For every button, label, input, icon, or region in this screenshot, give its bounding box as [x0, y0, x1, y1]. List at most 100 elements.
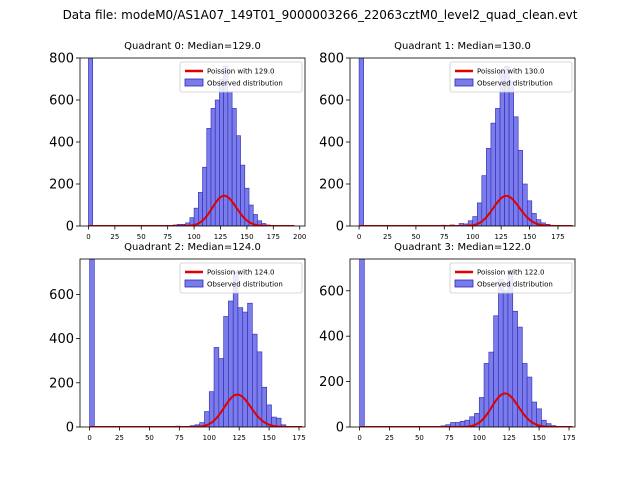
y-tick-label: 600 — [319, 94, 344, 109]
legend-bar-label: Observed distribution — [477, 80, 553, 88]
y-tick-label: 200 — [319, 375, 344, 390]
quadrant-title: Quadrant 0: Median=129.0 — [124, 41, 261, 52]
x-tick-label: 125 — [502, 434, 515, 442]
quadrant-title: Quadrant 2: Median=124.0 — [124, 242, 261, 253]
x-tick-label: 75 — [163, 233, 172, 241]
histogram-bar — [359, 259, 365, 427]
histogram-bar — [517, 150, 524, 226]
histogram-bar — [513, 116, 519, 226]
legend-line-label: Poission with 130.0 — [477, 68, 545, 76]
x-tick-label: 175 — [562, 434, 575, 442]
poisson-curve-line — [88, 194, 295, 226]
histogram-bar — [502, 290, 509, 427]
x-tick-label: 200 — [293, 233, 306, 241]
x-tick-label: 175 — [292, 434, 305, 442]
y-tick-label: 400 — [319, 330, 344, 345]
histogram-bar — [88, 58, 93, 226]
histogram-bar — [512, 310, 518, 427]
quadrant-1-panel: Quadrant 1: Median=130.0 0 200 400 600 800 0 25… — [319, 41, 576, 241]
histogram-bar — [526, 200, 533, 226]
x-tick-label: 25 — [110, 233, 119, 241]
x-tick-label: 50 — [411, 233, 420, 241]
legend-bar-swatch — [184, 78, 204, 87]
x-tick-label: 25 — [383, 233, 392, 241]
y-tick-label: 0 — [336, 421, 344, 436]
legend-bar-swatch — [184, 279, 204, 288]
quadrant-title: Quadrant 1: Median=130.0 — [394, 41, 531, 52]
legend-bar-swatch — [454, 78, 474, 87]
x-tick-label: 25 — [385, 434, 394, 442]
legend: Poission with 124.0 Observed distribution — [179, 262, 303, 294]
histogram-bar — [507, 270, 514, 427]
axes-frame — [349, 258, 576, 428]
quadrant-title: Quadrant 3: Median=122.0 — [394, 242, 531, 253]
histogram-bar — [358, 58, 364, 226]
y-tick-label: 200 — [319, 178, 344, 193]
x-tick-label: 150 — [523, 233, 536, 241]
legend-box — [449, 61, 573, 93]
y-tick-label: 0 — [66, 220, 74, 235]
x-tick-label: 150 — [262, 434, 275, 442]
histogram-bar — [228, 300, 234, 427]
histogram-bar — [227, 91, 233, 226]
y-tick-label: 600 — [49, 288, 74, 303]
histogram-bar — [508, 80, 514, 226]
y-tick-label: 200 — [49, 376, 74, 391]
x-tick-label: 75 — [175, 434, 184, 442]
y-tick-label: 800 — [319, 52, 344, 67]
legend: Poission with 122.0 Observed distribution — [449, 262, 573, 294]
x-tick-label: 75 — [440, 233, 449, 241]
x-tick-label: 50 — [415, 434, 424, 442]
y-tick-label: 400 — [49, 136, 74, 151]
y-tick-label: 600 — [319, 284, 344, 299]
x-tick-label: 125 — [494, 233, 507, 241]
histogram-bar — [89, 259, 95, 427]
histogram-bar — [232, 271, 239, 427]
quadrant-0-panel: Quadrant 0: Median=129.0 0 200 400 600 800 0 25… — [49, 41, 306, 241]
y-tick-label: 0 — [336, 220, 344, 235]
x-tick-label: 100 — [466, 233, 479, 241]
legend-bar-swatch — [454, 279, 474, 288]
y-tick-label: 200 — [49, 178, 74, 193]
legend-box — [179, 61, 303, 93]
histogram-bar — [499, 70, 505, 226]
y-tick-label: 400 — [319, 136, 344, 151]
histogram-bar — [493, 315, 499, 427]
legend-box — [449, 262, 573, 294]
legend: Poission with 130.0 Observed distribution — [449, 61, 573, 93]
quadrant-2-panel: Quadrant 2: Median=124.0 0 200 400 600 0 25 50 7… — [49, 242, 306, 442]
x-tick-label: 100 — [187, 233, 200, 241]
histogram-bar — [223, 316, 229, 427]
axes-frame — [79, 258, 306, 428]
x-tick-label: 100 — [473, 434, 486, 442]
plot-area — [359, 259, 573, 427]
legend-line-label: Poission with 122.0 — [477, 269, 545, 277]
histogram-bar — [214, 99, 220, 226]
x-tick-label: 150 — [532, 434, 545, 442]
x-tick-label: 75 — [445, 434, 454, 442]
x-tick-label: 175 — [267, 233, 280, 241]
y-tick-label: 800 — [49, 52, 74, 67]
legend-bar-label: Observed distribution — [207, 281, 283, 289]
histogram-bar — [219, 78, 224, 226]
x-tick-label: 0 — [86, 233, 90, 241]
legend-bar-label: Observed distribution — [207, 80, 283, 88]
x-tick-label: 50 — [145, 434, 154, 442]
quadrant-3-panel: Quadrant 3: Median=122.0 0 200 400 600 0 25 50 7… — [319, 242, 576, 442]
x-tick-label: 175 — [551, 233, 564, 241]
y-tick-label: 400 — [49, 332, 74, 347]
x-tick-label: 50 — [137, 233, 146, 241]
x-tick-label: 150 — [240, 233, 253, 241]
histogram-bar — [522, 183, 528, 226]
histogram-bar — [495, 108, 501, 226]
x-tick-label: 25 — [115, 434, 124, 442]
legend-bar-label: Observed distribution — [477, 281, 553, 289]
legend: Poission with 129.0 Observed distribution — [179, 61, 303, 93]
histogram-bar — [498, 279, 504, 427]
histogram-bar — [237, 307, 244, 427]
legend-box — [179, 262, 303, 294]
legend-line-label: Poission with 124.0 — [207, 269, 275, 277]
y-tick-label: 0 — [66, 421, 74, 436]
x-tick-label: 0 — [357, 233, 361, 241]
